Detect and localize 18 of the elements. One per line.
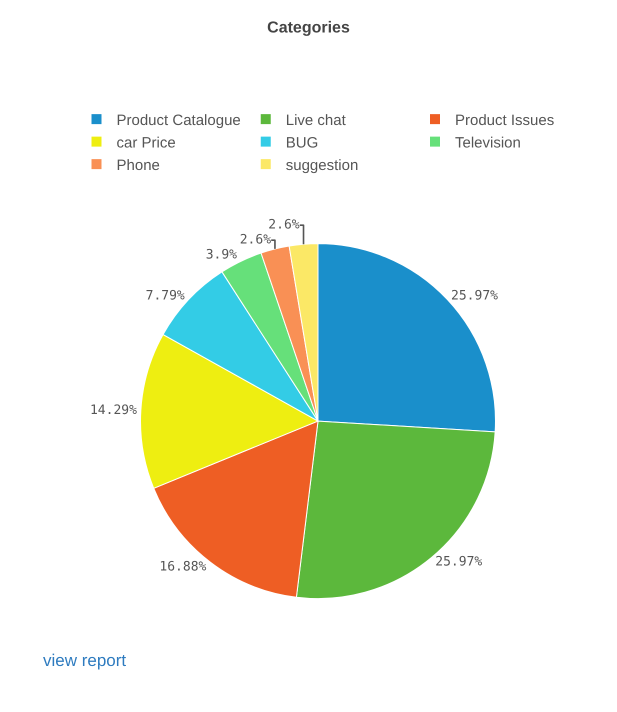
text: view report	[43, 651, 126, 670]
data-label: 25.97%	[435, 554, 482, 570]
legend-label: Product Issues	[455, 112, 554, 129]
legend-label: Phone	[116, 156, 160, 174]
data-label: 25.97%	[451, 288, 498, 304]
data-label: 2.6%	[268, 218, 300, 233]
data-label: 14.29%	[90, 402, 138, 418]
legend-label: Product Catalogue	[116, 112, 241, 129]
chart-title: Categories	[267, 20, 350, 37]
legend-label: suggestion	[286, 156, 358, 174]
legend-label: Television	[455, 134, 521, 152]
data-label: 16.88%	[159, 559, 207, 574]
data-label: 3.9%	[206, 248, 238, 263]
legend-label: car Price	[116, 134, 176, 152]
legend-label: Live chat	[286, 112, 347, 129]
legend-label: BUG	[286, 134, 318, 152]
data-label: 2.6%	[240, 232, 272, 248]
data-label: 7.79%	[146, 288, 185, 304]
